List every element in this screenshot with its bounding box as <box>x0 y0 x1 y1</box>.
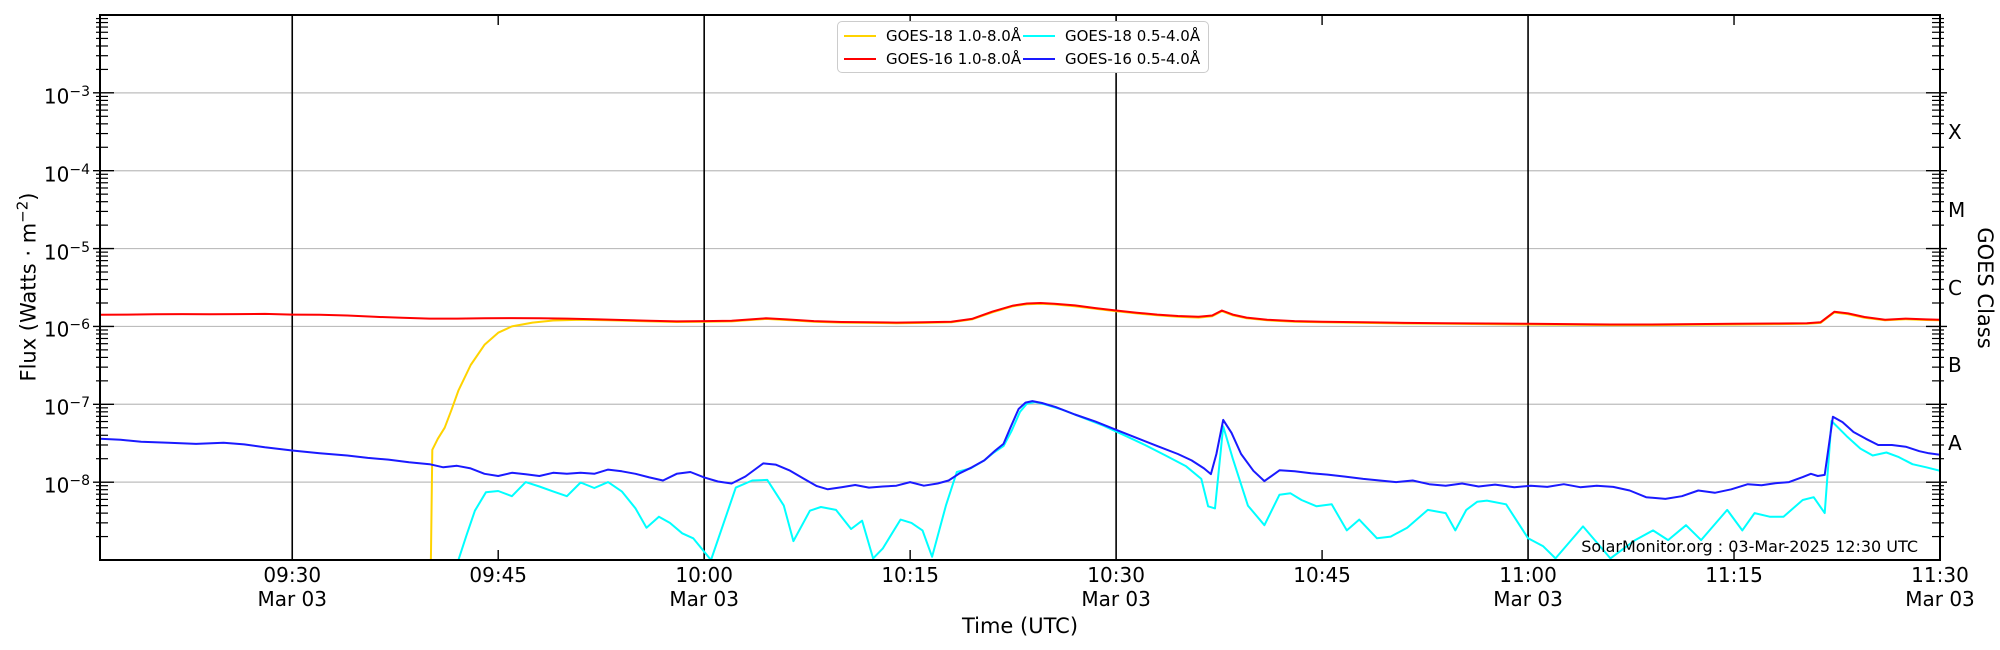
series-goes-16-0-5-4-0- <box>100 400 1940 500</box>
series-goes-16-1-0-8-0- <box>100 302 1940 326</box>
x-tick-label-major: 10:30 Mar 03 <box>1081 563 1151 611</box>
x-tick-label-minor: 10:15 <box>881 563 939 587</box>
legend-line-swatch <box>844 57 876 60</box>
legend-line-swatch <box>1023 34 1055 37</box>
legend-item: GOES-18 1.0-8.0Å <box>844 27 1023 45</box>
x-tick-label-major: 11:30 Mar 03 <box>1905 563 1975 611</box>
x-tick-label-major: 09:30 Mar 03 <box>257 563 328 611</box>
legend-line-swatch <box>844 34 876 37</box>
y-tick-label: 10−7 <box>43 395 90 420</box>
series-goes-18-1-0-8-0- <box>429 302 1940 560</box>
goes-class-label-b: B <box>1948 353 1962 378</box>
legend-item-label: GOES-16 1.0-8.0Å <box>886 49 1022 68</box>
x-tick-label-minor: 11:15 <box>1705 563 1763 587</box>
y-tick-label: 10−6 <box>43 317 90 343</box>
legend-item-label: GOES-18 0.5-4.0Å <box>1065 26 1201 45</box>
x-tick-label-minor: 09:45 <box>469 563 528 587</box>
goes-class-label-x: X <box>1948 119 1962 144</box>
legend-box: GOES-18 1.0-8.0Å GOES-16 1.0-8.0Å GOES-18 … <box>837 21 1209 73</box>
y-axis-title: Flux (Watts · m−2) <box>13 192 41 382</box>
x-tick-label-major: 11:00 Mar 03 <box>1493 563 1563 611</box>
x-tick-label-major: 10:00 Mar 03 <box>669 563 739 611</box>
plot-frame <box>99 14 1941 561</box>
series-goes-18-0-5-4-0- <box>457 401 1940 560</box>
goes-class-label-a: A <box>1948 431 1962 456</box>
legend-item-label: GOES-18 1.0-8.0Å <box>886 26 1022 45</box>
legend-item: GOES-16 0.5-4.0Å <box>1023 50 1202 68</box>
x-tick-label-minor: 10:45 <box>1293 563 1351 587</box>
right-axis-title: GOES Class <box>1973 227 1997 349</box>
goes-class-label-c: C <box>1948 275 1962 300</box>
y-tick-label: 10−3 <box>43 83 90 109</box>
legend-item: GOES-18 0.5-4.0Å <box>1023 27 1202 45</box>
goes-class-label-m: M <box>1948 197 1966 222</box>
watermark-text: SolarMonitor.org : 03-Mar-2025 12:30 UTC <box>1581 537 1918 556</box>
y-tick-label: 10−8 <box>43 473 90 498</box>
legend-line-swatch <box>1023 57 1055 60</box>
y-tick-label: 10−4 <box>43 161 90 187</box>
y-tick-label: 10−5 <box>43 239 90 265</box>
legend-item-label: GOES-16 0.5-4.0Å <box>1065 49 1201 68</box>
x-axis-title: Time (UTC) <box>961 614 1079 638</box>
legend-item: GOES-16 1.0-8.0Å <box>844 50 1023 68</box>
